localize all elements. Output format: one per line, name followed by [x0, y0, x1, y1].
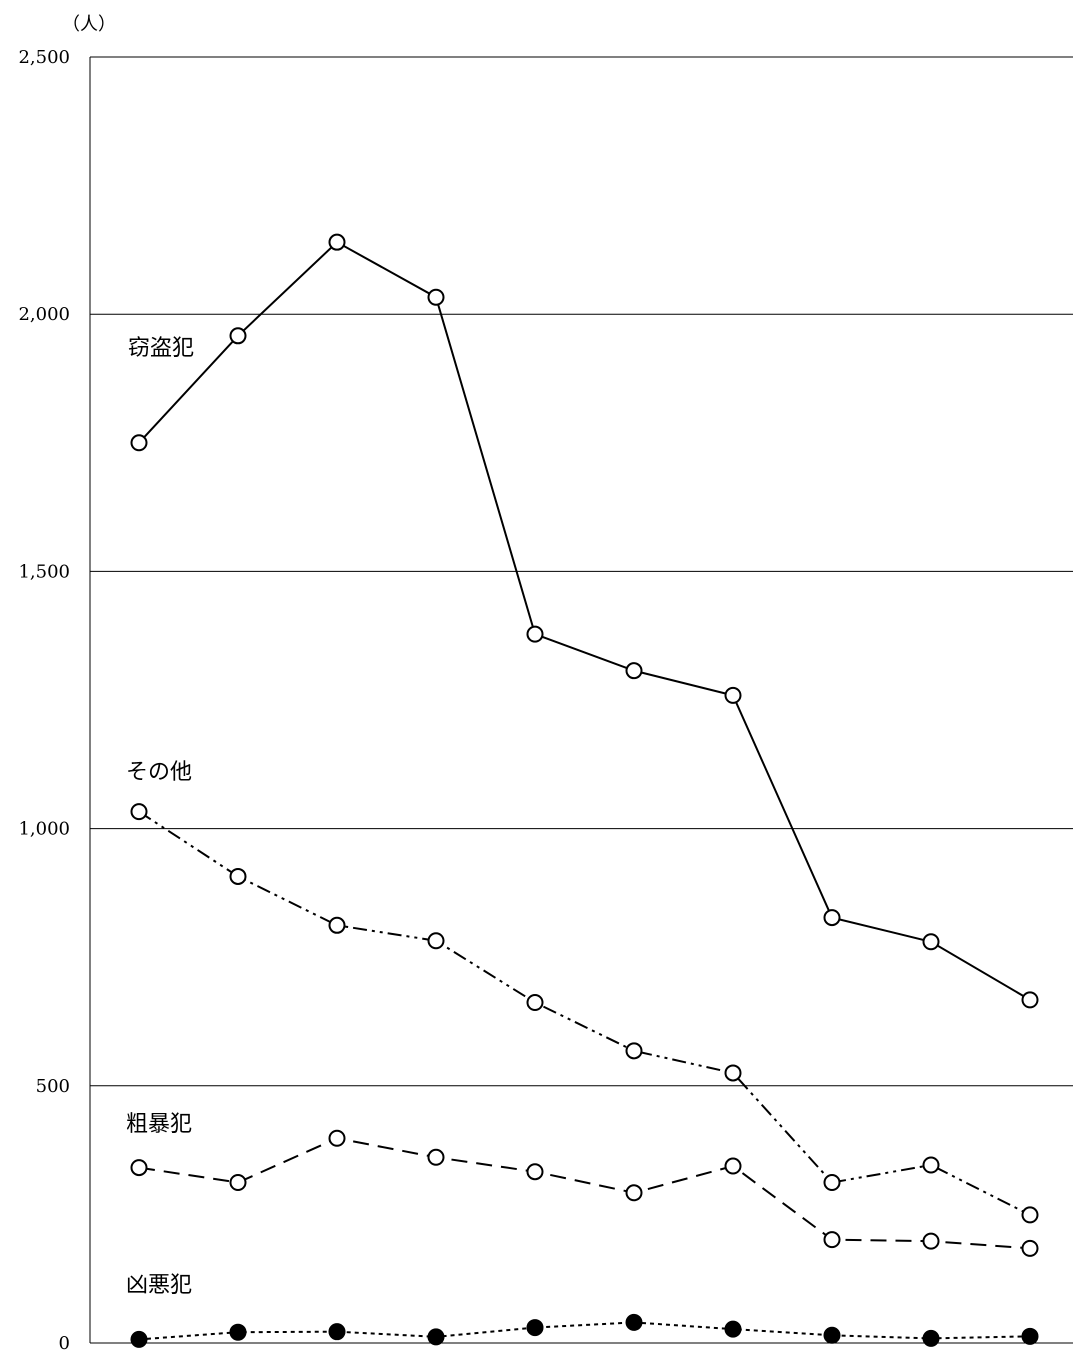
data-point — [328, 1323, 346, 1341]
data-point — [724, 686, 742, 704]
series-1 — [130, 803, 1039, 1224]
data-point — [526, 1319, 544, 1337]
data-point — [823, 909, 841, 927]
data-point — [328, 1129, 346, 1147]
y-unit-label: （人） — [62, 14, 116, 35]
data-point — [130, 1330, 148, 1348]
data-point — [1021, 1239, 1039, 1257]
series-line — [138, 1321, 1031, 1341]
y-tick-label: 2,000 — [18, 304, 70, 325]
data-point — [130, 1159, 148, 1177]
data-point — [625, 662, 643, 680]
series-0 — [130, 233, 1039, 1009]
data-point — [328, 916, 346, 934]
data-point — [526, 993, 544, 1011]
data-point — [427, 288, 445, 306]
data-point — [823, 1231, 841, 1249]
data-point — [328, 233, 346, 251]
gridlines — [90, 56, 1073, 1344]
data-point — [625, 1042, 643, 1060]
y-tick-label: 0 — [59, 1333, 70, 1352]
data-point — [823, 1326, 841, 1344]
data-point — [922, 1232, 940, 1250]
data-point — [625, 1313, 643, 1331]
y-tick-label: 1,000 — [18, 819, 70, 840]
data-point — [724, 1064, 742, 1082]
data-point — [922, 1156, 940, 1174]
data-point — [526, 1163, 544, 1181]
data-point — [427, 932, 445, 950]
data-point — [229, 1323, 247, 1341]
series-3 — [130, 1313, 1039, 1348]
data-point — [229, 327, 247, 345]
data-point — [922, 1329, 940, 1347]
series-label: 粗暴犯 — [126, 1112, 192, 1137]
y-tick-label: 2,500 — [18, 47, 70, 68]
data-point — [724, 1157, 742, 1175]
data-point — [427, 1148, 445, 1166]
data-point — [229, 867, 247, 885]
data-point — [1021, 1206, 1039, 1224]
series-label: 窃盗犯 — [128, 336, 194, 361]
series-line — [138, 240, 1031, 1001]
data-point — [724, 1320, 742, 1338]
series-label: 凶悪犯 — [126, 1273, 192, 1298]
data-point — [1021, 991, 1039, 1009]
data-point — [625, 1184, 643, 1202]
series-line — [138, 1137, 1031, 1250]
data-point — [229, 1174, 247, 1192]
data-point — [130, 803, 148, 821]
series-2 — [130, 1129, 1039, 1257]
data-point — [823, 1174, 841, 1192]
data-point — [922, 933, 940, 951]
y-tick-label: 1,500 — [18, 561, 70, 582]
data-point — [130, 434, 148, 452]
y-tick-labels: 0 500 1,000 1,500 2,000 2,500 — [18, 47, 70, 1352]
series-line — [138, 810, 1031, 1216]
data-point — [526, 625, 544, 643]
y-tick-label: 500 — [36, 1076, 70, 1097]
data-point — [427, 1328, 445, 1346]
plot-area — [130, 233, 1039, 1348]
data-point — [1021, 1327, 1039, 1345]
series-label: その他 — [126, 760, 192, 785]
